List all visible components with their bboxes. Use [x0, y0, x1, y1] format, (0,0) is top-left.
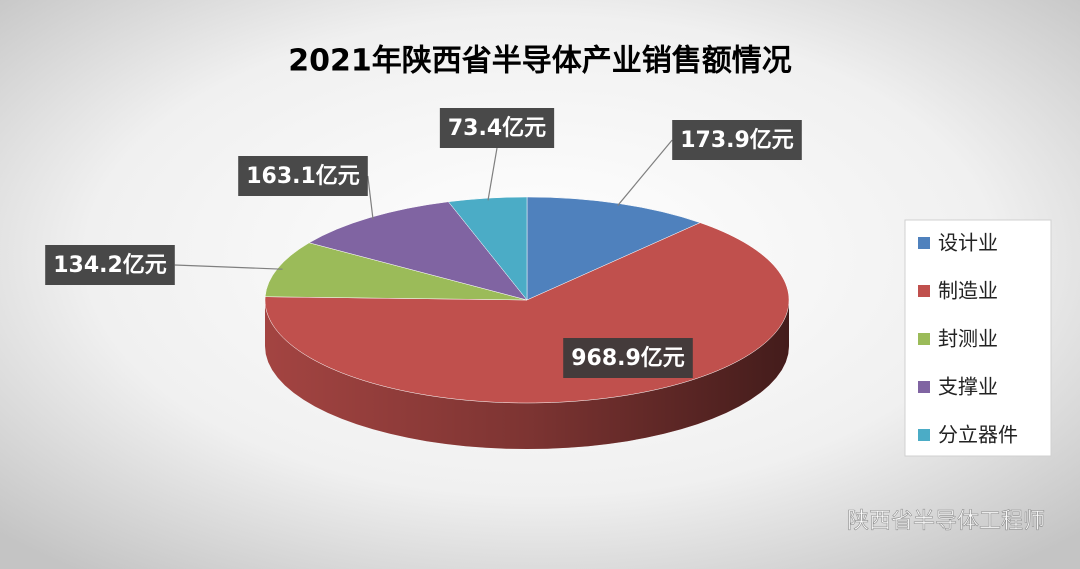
data-label: 163.1亿元	[246, 164, 360, 189]
data-label-group: 968.9亿元	[563, 338, 693, 378]
data-label-box	[672, 120, 802, 160]
leader-line	[617, 139, 673, 206]
chart-title: 2021年陕西省半导体产业销售额情况	[288, 44, 792, 79]
leader-line	[367, 175, 374, 220]
legend-swatch	[918, 429, 930, 441]
legend-swatch	[918, 333, 930, 345]
data-label-group: 173.9亿元	[617, 120, 802, 206]
data-label-box	[45, 245, 175, 285]
data-label-group: 73.4亿元	[439, 108, 555, 201]
legend-label: 制造业	[938, 279, 998, 303]
legend-label: 设计业	[938, 231, 998, 255]
data-label: 968.9亿元	[571, 346, 685, 371]
legend-label: 分立器件	[938, 423, 1018, 447]
slice-side-shade	[265, 300, 789, 449]
legend-swatch	[918, 237, 930, 249]
legend-label: 封测业	[938, 327, 998, 351]
pie	[264, 196, 790, 449]
watermark: 陕西省半导体工程师	[847, 509, 1045, 534]
legend-swatch	[918, 381, 930, 393]
legend-label: 支撑业	[938, 375, 998, 399]
data-label-group: 134.2亿元	[45, 245, 283, 285]
data-label: 134.2亿元	[53, 253, 167, 278]
data-label-box	[563, 338, 693, 378]
data-label: 173.9亿元	[680, 128, 794, 153]
slice	[308, 201, 528, 301]
slice	[447, 196, 528, 301]
legend-swatch	[918, 285, 930, 297]
data-label-group: 163.1亿元	[238, 156, 374, 220]
data-label: 73.4亿元	[448, 116, 546, 141]
leader-line	[487, 147, 498, 201]
leader-line	[174, 264, 283, 270]
labels: 173.9亿元 968.9亿元 134.2亿元 163.1亿元 73.4亿元	[45, 108, 802, 378]
data-label-box	[439, 108, 555, 148]
data-label-box	[238, 156, 368, 196]
